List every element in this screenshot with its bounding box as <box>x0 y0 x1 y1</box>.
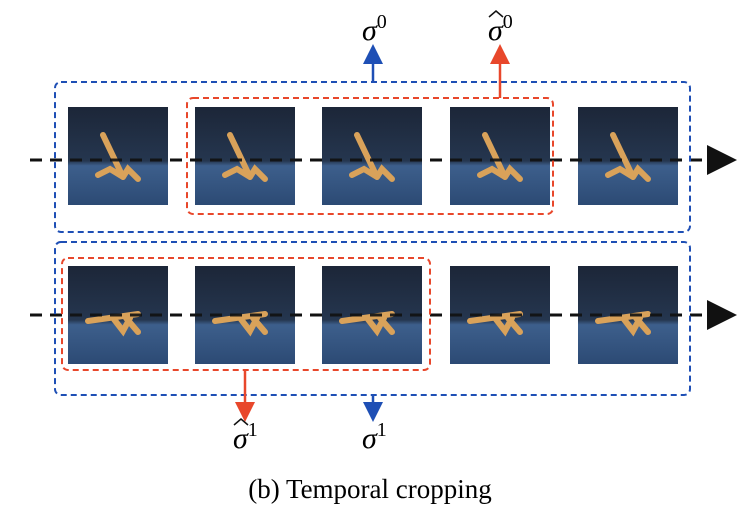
sigma-label: σ1 <box>362 419 387 455</box>
diagram: σ0 σ0 σ1 σ1 (b) Temporal cropping <box>0 0 741 511</box>
sigma-hat-label: σ0 <box>488 11 513 47</box>
sigma-hat-label: σ1 <box>233 419 258 455</box>
sigma-label: σ0 <box>362 11 387 47</box>
caption: (b) Temporal cropping <box>248 474 492 504</box>
frames <box>68 107 678 205</box>
